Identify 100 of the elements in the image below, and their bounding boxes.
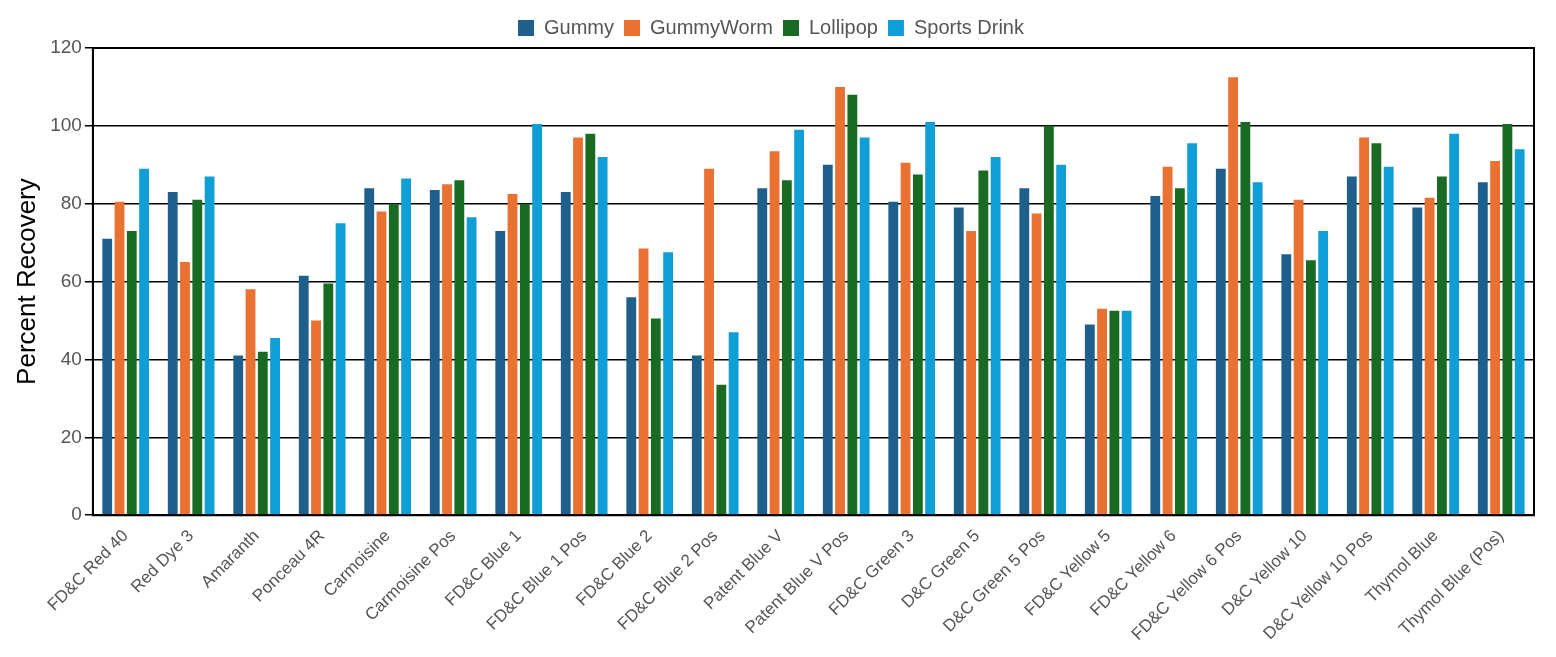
bar [847, 94, 858, 515]
bar [298, 275, 309, 515]
bar [466, 217, 477, 515]
bar [716, 384, 727, 515]
bar [650, 318, 661, 515]
bar [781, 180, 792, 515]
bar [442, 184, 452, 515]
bar [507, 193, 518, 515]
bar [364, 188, 375, 515]
bar [454, 180, 465, 515]
bar [1281, 254, 1292, 515]
bar [1215, 168, 1226, 515]
bar [519, 203, 530, 515]
bar [532, 123, 543, 515]
bar [990, 157, 1001, 515]
bar [1477, 182, 1488, 515]
bar [835, 86, 845, 515]
bar [495, 230, 506, 515]
bar [401, 178, 412, 515]
bar [900, 162, 911, 515]
bar [102, 238, 113, 515]
y-tick-label: 80 [60, 191, 82, 213]
bar [626, 297, 637, 515]
bar [1019, 188, 1030, 515]
bar [257, 351, 268, 515]
bar [1252, 182, 1263, 515]
bar [769, 151, 780, 515]
bar [167, 192, 178, 515]
bar [1293, 199, 1304, 515]
bar [1305, 260, 1316, 515]
bar [376, 211, 387, 515]
bar [1383, 166, 1394, 515]
bar [912, 174, 923, 515]
bar [1121, 310, 1132, 515]
y-axis-title: Percent Recovery [10, 178, 41, 385]
y-tick-label: 20 [60, 425, 82, 447]
bar [1043, 125, 1054, 515]
bar [1359, 137, 1370, 515]
bar [585, 133, 596, 515]
bar [704, 168, 714, 515]
bar [1449, 133, 1460, 515]
legend-label: Sports Drink [913, 15, 1025, 38]
legend-label: GummyWorm [650, 15, 773, 38]
bar [429, 190, 440, 515]
bar [1514, 149, 1525, 515]
bar [638, 248, 649, 515]
bar [192, 199, 203, 515]
bar [1502, 123, 1513, 515]
bar [757, 188, 768, 515]
bar [794, 129, 805, 515]
bar [1436, 176, 1447, 515]
bar [1162, 166, 1173, 515]
y-tick-label: 100 [50, 114, 82, 136]
bar [180, 262, 190, 515]
bar [204, 176, 215, 515]
y-tick-label: 60 [60, 269, 82, 291]
bar [1097, 308, 1107, 515]
legend-label: Lollipop [808, 15, 878, 38]
bar [1346, 176, 1357, 515]
bar [1084, 324, 1095, 515]
bar [822, 164, 833, 515]
bar [245, 289, 256, 515]
bar [728, 332, 739, 515]
bar [311, 320, 321, 515]
y-tick-label: 40 [60, 347, 82, 369]
bar [978, 170, 989, 515]
bar [663, 252, 674, 515]
bar [573, 137, 583, 515]
bar [388, 203, 399, 515]
bar [1318, 230, 1329, 515]
bar [1109, 310, 1120, 515]
bar [560, 192, 571, 515]
y-tick-label: 120 [50, 36, 82, 58]
bar [1150, 195, 1161, 515]
bar [691, 355, 702, 515]
bar [1424, 197, 1435, 515]
bar [139, 168, 149, 515]
bar [1056, 164, 1067, 515]
bar [1187, 143, 1198, 515]
bar [1412, 207, 1423, 515]
y-tick-label: 0 [71, 503, 82, 525]
bar [1240, 121, 1251, 515]
bar [1031, 213, 1042, 515]
bar [270, 338, 280, 515]
bar [925, 121, 936, 515]
bar [323, 283, 334, 515]
bar [233, 355, 244, 515]
bar [1490, 160, 1501, 515]
bar [335, 223, 346, 515]
bar [966, 230, 976, 515]
bar [953, 207, 964, 515]
bar [114, 201, 125, 515]
bar [888, 201, 899, 515]
bar [1371, 143, 1382, 515]
bar [859, 137, 870, 515]
bar [1228, 77, 1238, 515]
bar [126, 230, 137, 515]
bar [597, 157, 608, 515]
legend-label: Gummy [544, 15, 615, 38]
bar [1174, 188, 1185, 515]
